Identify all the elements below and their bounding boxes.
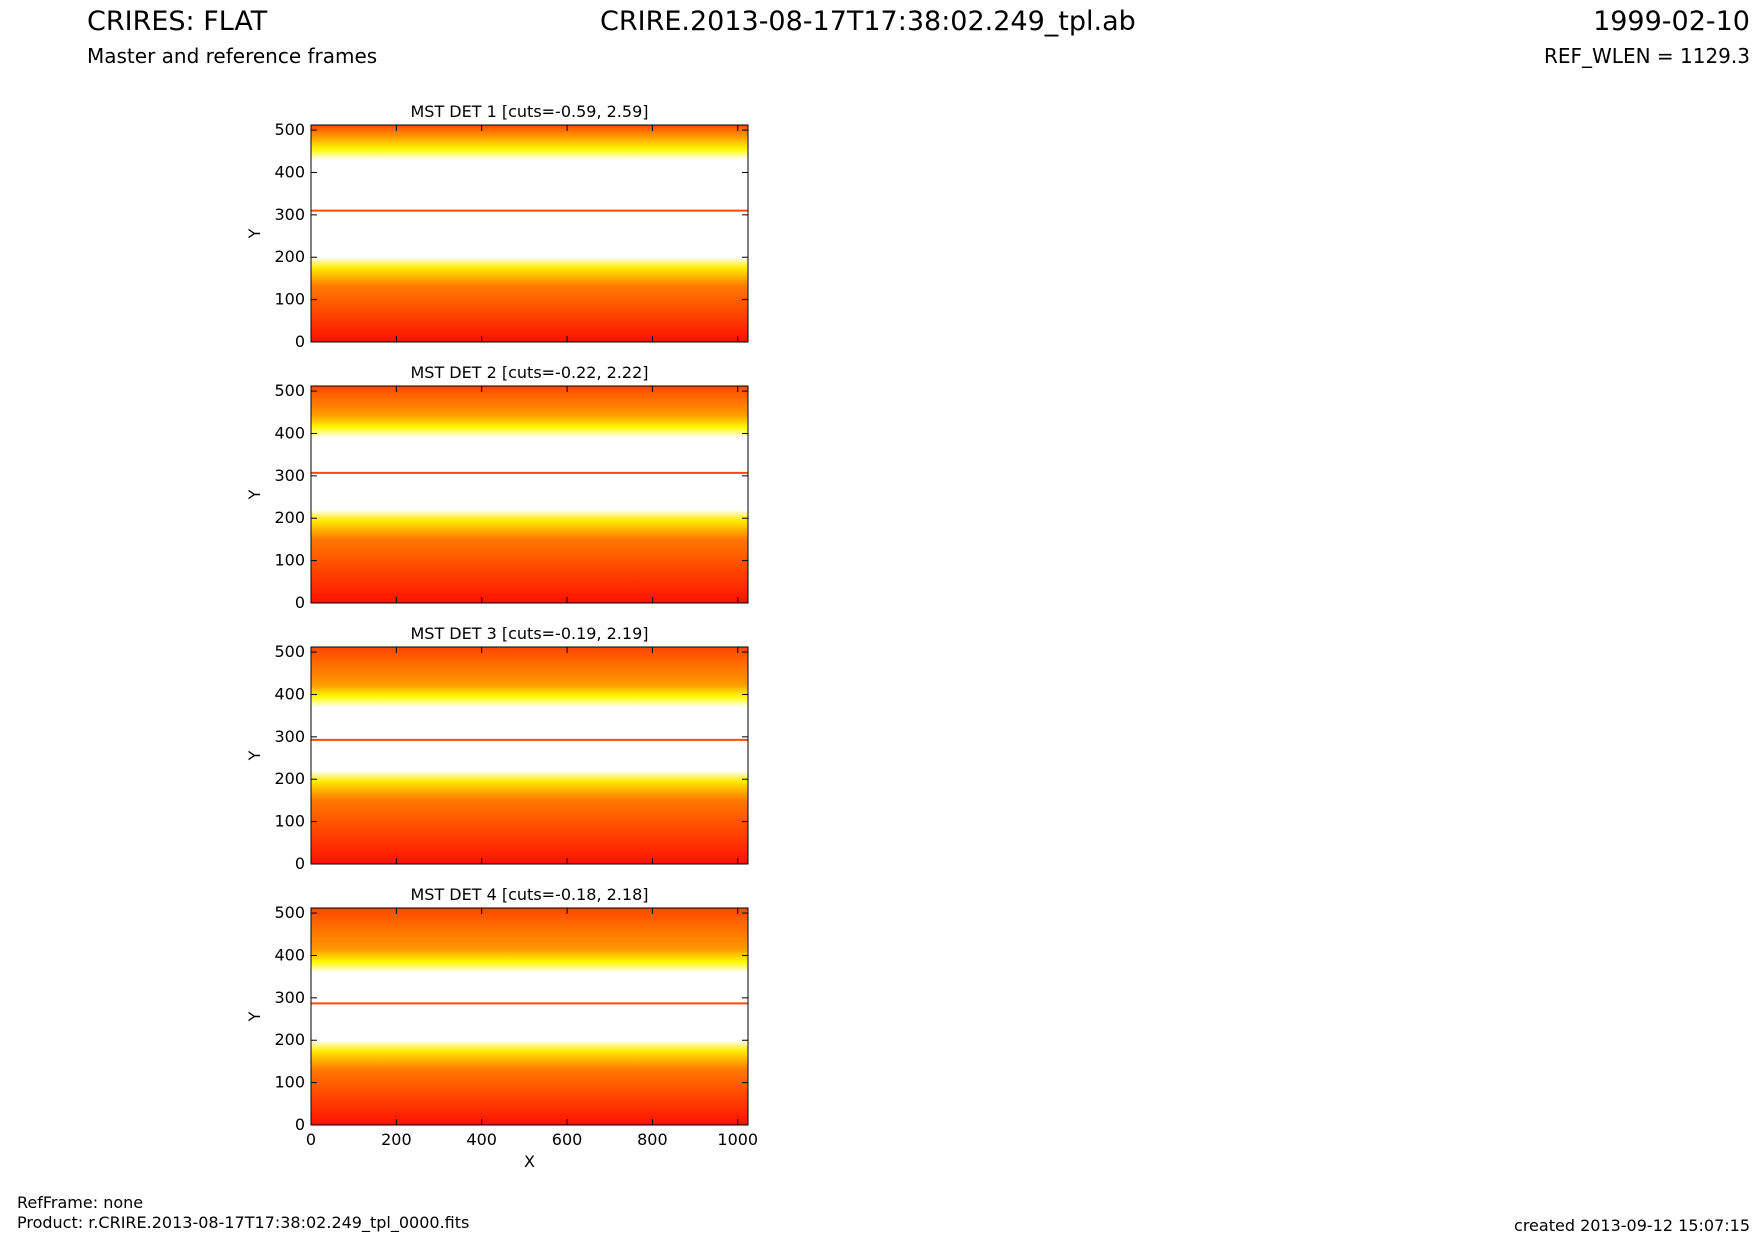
file-name-title: CRIRE.2013-08-17T17:38:02.249_tpl.ab xyxy=(600,6,1136,37)
y-tick-label-1: 0 xyxy=(295,332,305,351)
y-tick-label-1: 300 xyxy=(274,205,305,224)
y-tick-label-1: 400 xyxy=(274,162,305,181)
x-tick-label-4: 1000 xyxy=(717,1130,758,1149)
heatmap-image-1 xyxy=(311,125,748,342)
axes-frame-4 xyxy=(310,907,749,1126)
product-label: Product: r.CRIRE.2013-08-17T17:38:02.249… xyxy=(17,1213,470,1232)
y-tick-label-1: 100 xyxy=(274,290,305,309)
axes-frame-1 xyxy=(310,124,749,343)
y-tick-label-4: 400 xyxy=(274,945,305,964)
heatmap-image-2 xyxy=(311,386,748,603)
heatmap-image-4 xyxy=(311,908,748,1125)
y-axis-label-1: Y xyxy=(245,228,264,239)
y-tick-label-2: 100 xyxy=(274,551,305,570)
y-axis-label-3: Y xyxy=(245,750,264,761)
y-tick-label-3: 300 xyxy=(274,727,305,746)
x-axis-label-4: X xyxy=(524,1152,535,1171)
date-title: 1999-02-10 xyxy=(1593,6,1750,37)
y-tick-label-3: 100 xyxy=(274,812,305,831)
report-title: CRIRES: FLAT xyxy=(87,6,268,37)
heatmap-image-3 xyxy=(311,647,748,864)
y-tick-label-3: 200 xyxy=(274,769,305,788)
y-tick-label-2: 300 xyxy=(274,466,305,485)
ref-frame-label: RefFrame: none xyxy=(17,1193,144,1212)
x-tick-label-4: 400 xyxy=(466,1130,497,1149)
axes-frame-3 xyxy=(310,646,749,865)
y-axis-label-4: Y xyxy=(245,1011,264,1022)
x-tick-label-4: 600 xyxy=(552,1130,583,1149)
y-tick-label-2: 400 xyxy=(274,423,305,442)
y-tick-label-1: 500 xyxy=(274,120,305,139)
created-timestamp: created 2013-09-12 15:07:15 xyxy=(1514,1216,1750,1235)
y-tick-label-2: 200 xyxy=(274,508,305,527)
y-axis-label-2: Y xyxy=(245,489,264,500)
y-tick-label-1: 200 xyxy=(274,247,305,266)
report-subtitle: Master and reference frames xyxy=(87,44,378,68)
y-tick-label-3: 0 xyxy=(295,854,305,873)
y-tick-label-4: 500 xyxy=(274,903,305,922)
axes-frame-2 xyxy=(310,385,749,604)
panel-title-1: MST DET 1 [cuts=-0.59, 2.59] xyxy=(410,102,648,121)
panel-title-4: MST DET 4 [cuts=-0.18, 2.18] xyxy=(410,885,648,904)
y-tick-label-4: 0 xyxy=(295,1115,305,1134)
y-tick-label-4: 100 xyxy=(274,1073,305,1092)
y-tick-label-2: 0 xyxy=(295,593,305,612)
panel-title-2: MST DET 2 [cuts=-0.22, 2.22] xyxy=(410,363,648,382)
panel-title-3: MST DET 3 [cuts=-0.19, 2.19] xyxy=(410,624,648,643)
y-tick-label-3: 500 xyxy=(274,642,305,661)
x-tick-label-4: 200 xyxy=(381,1130,412,1149)
y-tick-label-4: 300 xyxy=(274,988,305,1007)
x-tick-label-4: 800 xyxy=(637,1130,668,1149)
x-tick-label-4: 0 xyxy=(306,1130,316,1149)
y-tick-label-3: 400 xyxy=(274,684,305,703)
ref-wlen-label: REF_WLEN = 1129.3 xyxy=(1543,44,1750,68)
y-tick-label-4: 200 xyxy=(274,1030,305,1049)
y-tick-label-2: 500 xyxy=(274,381,305,400)
